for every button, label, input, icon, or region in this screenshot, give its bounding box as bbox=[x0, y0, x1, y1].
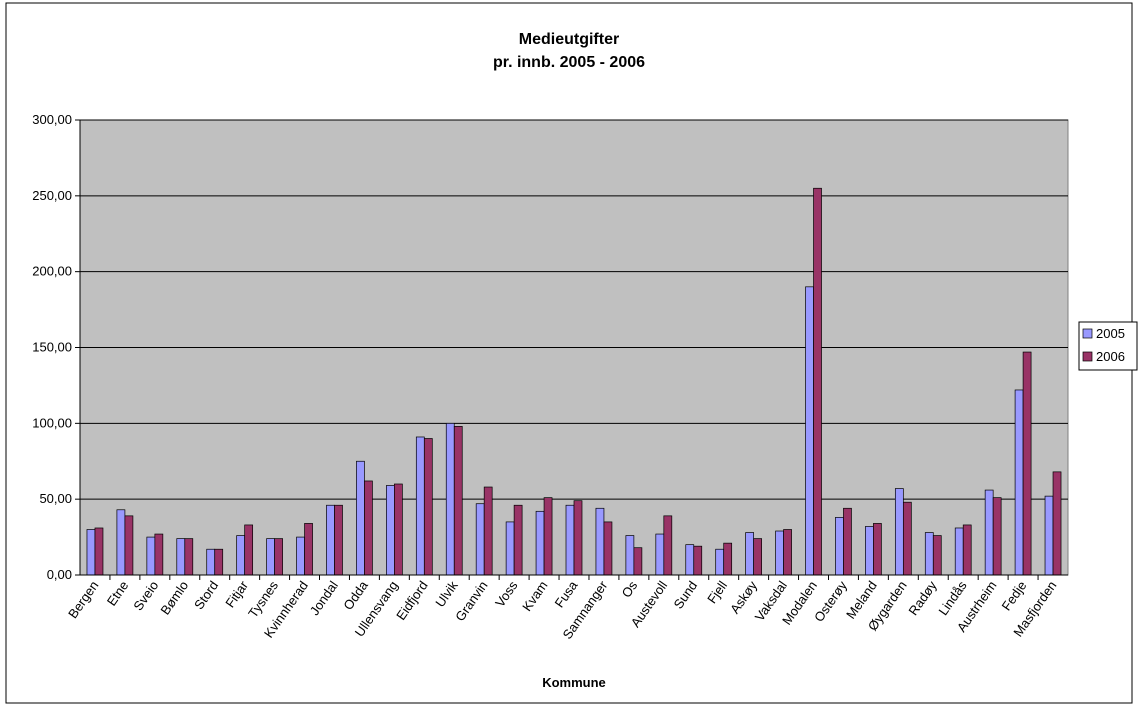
bar-2006-Fedje bbox=[1022, 351, 1032, 576]
y-tick-label: 300,00 bbox=[32, 112, 72, 127]
bar-2006-Voss bbox=[513, 504, 523, 576]
bar-2005-Bergen bbox=[86, 529, 96, 576]
bar-2006-Austevoll bbox=[663, 515, 673, 576]
bar-2005-Askøy bbox=[745, 532, 754, 576]
y-axis: 0,00 50,00 100,00 150,00 200,00 250,00 300,00 bbox=[32, 112, 81, 582]
bar-2006-Bergen bbox=[94, 527, 104, 576]
bar-2005-Jondal bbox=[326, 504, 335, 576]
bar-2005-Meland bbox=[865, 526, 874, 576]
bar-2006-Bømlo bbox=[184, 538, 194, 576]
legend: 2005 2006 bbox=[1078, 321, 1138, 371]
bar-2006-Jondal bbox=[334, 504, 343, 576]
bar-2006-Granvin bbox=[483, 486, 493, 576]
bar-2005-Sveio bbox=[146, 536, 156, 576]
bar-2006-Askøy bbox=[753, 538, 762, 576]
bar-2005-Stord bbox=[206, 548, 216, 576]
bar-2005-Radøy bbox=[924, 532, 934, 576]
bar-2006-Tysnes bbox=[274, 538, 283, 576]
bar-2005-Masfjorden bbox=[1044, 495, 1054, 576]
bar-2005-Sund bbox=[685, 544, 695, 576]
bar-2006-Vaksdal bbox=[783, 529, 792, 576]
bar-2005-Granvin bbox=[475, 503, 485, 576]
bar-2006-Odda bbox=[364, 480, 373, 576]
bar-2005-Kvam bbox=[535, 510, 545, 576]
bar-2006-Etne bbox=[124, 515, 134, 576]
bar-2005-Os bbox=[625, 535, 635, 576]
y-tick-label: 100,00 bbox=[32, 415, 72, 430]
bar-2006-Samnanger bbox=[603, 521, 613, 576]
bar-2005-Bømlo bbox=[176, 538, 186, 576]
bar-2005-Etne bbox=[116, 509, 126, 576]
bar-2005-Austrheim bbox=[984, 489, 994, 576]
bar-2005-Samnanger bbox=[595, 507, 605, 576]
legend-swatch-2006 bbox=[1082, 351, 1093, 362]
bar-2006-Kvinnherad bbox=[304, 523, 313, 576]
y-tick-label: 250,00 bbox=[32, 188, 72, 203]
y-tick-label: 50,00 bbox=[39, 491, 72, 506]
bar-2005-Voss bbox=[505, 521, 515, 576]
bar-2005-Austevoll bbox=[655, 533, 665, 576]
bar-2006-Kvam bbox=[543, 497, 553, 576]
bar-2006-Sund bbox=[693, 545, 703, 576]
y-tick-label: 0,00 bbox=[47, 567, 72, 582]
legend-swatch-2005 bbox=[1082, 328, 1093, 339]
bar-2005-Eidfjord bbox=[415, 436, 425, 576]
bar-2006-Meland bbox=[873, 523, 882, 576]
bar-2005-Modalen bbox=[805, 286, 814, 576]
bar-2005-Lindås bbox=[954, 527, 964, 576]
bar-2005-Øygarden bbox=[894, 488, 904, 576]
bar-2006-Sveio bbox=[154, 533, 164, 576]
bar-2006-Fjell bbox=[723, 542, 733, 576]
bar-2006-Modalen bbox=[813, 187, 822, 576]
bar-2005-Tysnes bbox=[266, 538, 275, 576]
x-axis-title: Kommune bbox=[542, 675, 606, 690]
bar-2006-Eidfjord bbox=[423, 438, 433, 576]
legend-label-2005: 2005 bbox=[1096, 326, 1125, 341]
bar-2006-Stord bbox=[214, 548, 224, 576]
bar-2006-Øygarden bbox=[902, 501, 912, 576]
legend-label-2006: 2006 bbox=[1096, 349, 1125, 364]
bar-2005-Kvinnherad bbox=[296, 536, 305, 576]
bar-2005-Fitjar bbox=[236, 535, 246, 576]
bar-2006-Austrheim bbox=[992, 497, 1002, 576]
bar-2005-Osterøy bbox=[835, 517, 844, 576]
bar-2006-Radøy bbox=[932, 535, 942, 576]
bar-2005-Ulvik bbox=[445, 422, 455, 576]
bar-2006-Lindås bbox=[962, 524, 972, 576]
bar-2005-Vaksdal bbox=[775, 530, 784, 576]
bar-2006-Fusa bbox=[573, 500, 583, 576]
chart-subtitle: pr. innb. 2005 - 2006 bbox=[493, 54, 645, 71]
bar-2006-Masfjorden bbox=[1052, 471, 1062, 576]
bar-2005-Ullensvang bbox=[386, 485, 395, 576]
bar-2006-Ullensvang bbox=[394, 483, 403, 576]
chart-title: Medieutgifter bbox=[519, 31, 619, 48]
bar-2005-Odda bbox=[356, 460, 365, 576]
y-tick-label: 150,00 bbox=[32, 340, 72, 355]
bar-2006-Fitjar bbox=[244, 524, 254, 576]
bar-2006-Osterøy bbox=[843, 507, 852, 576]
bar-2006-Ulvik bbox=[453, 426, 463, 576]
bar-2005-Fusa bbox=[565, 504, 575, 576]
gridlines bbox=[80, 119, 1068, 500]
bar-2005-Fedje bbox=[1014, 389, 1024, 576]
bar-2005-Fjell bbox=[715, 548, 725, 576]
bar-2006-Os bbox=[633, 547, 643, 576]
y-tick-label: 200,00 bbox=[32, 264, 72, 279]
